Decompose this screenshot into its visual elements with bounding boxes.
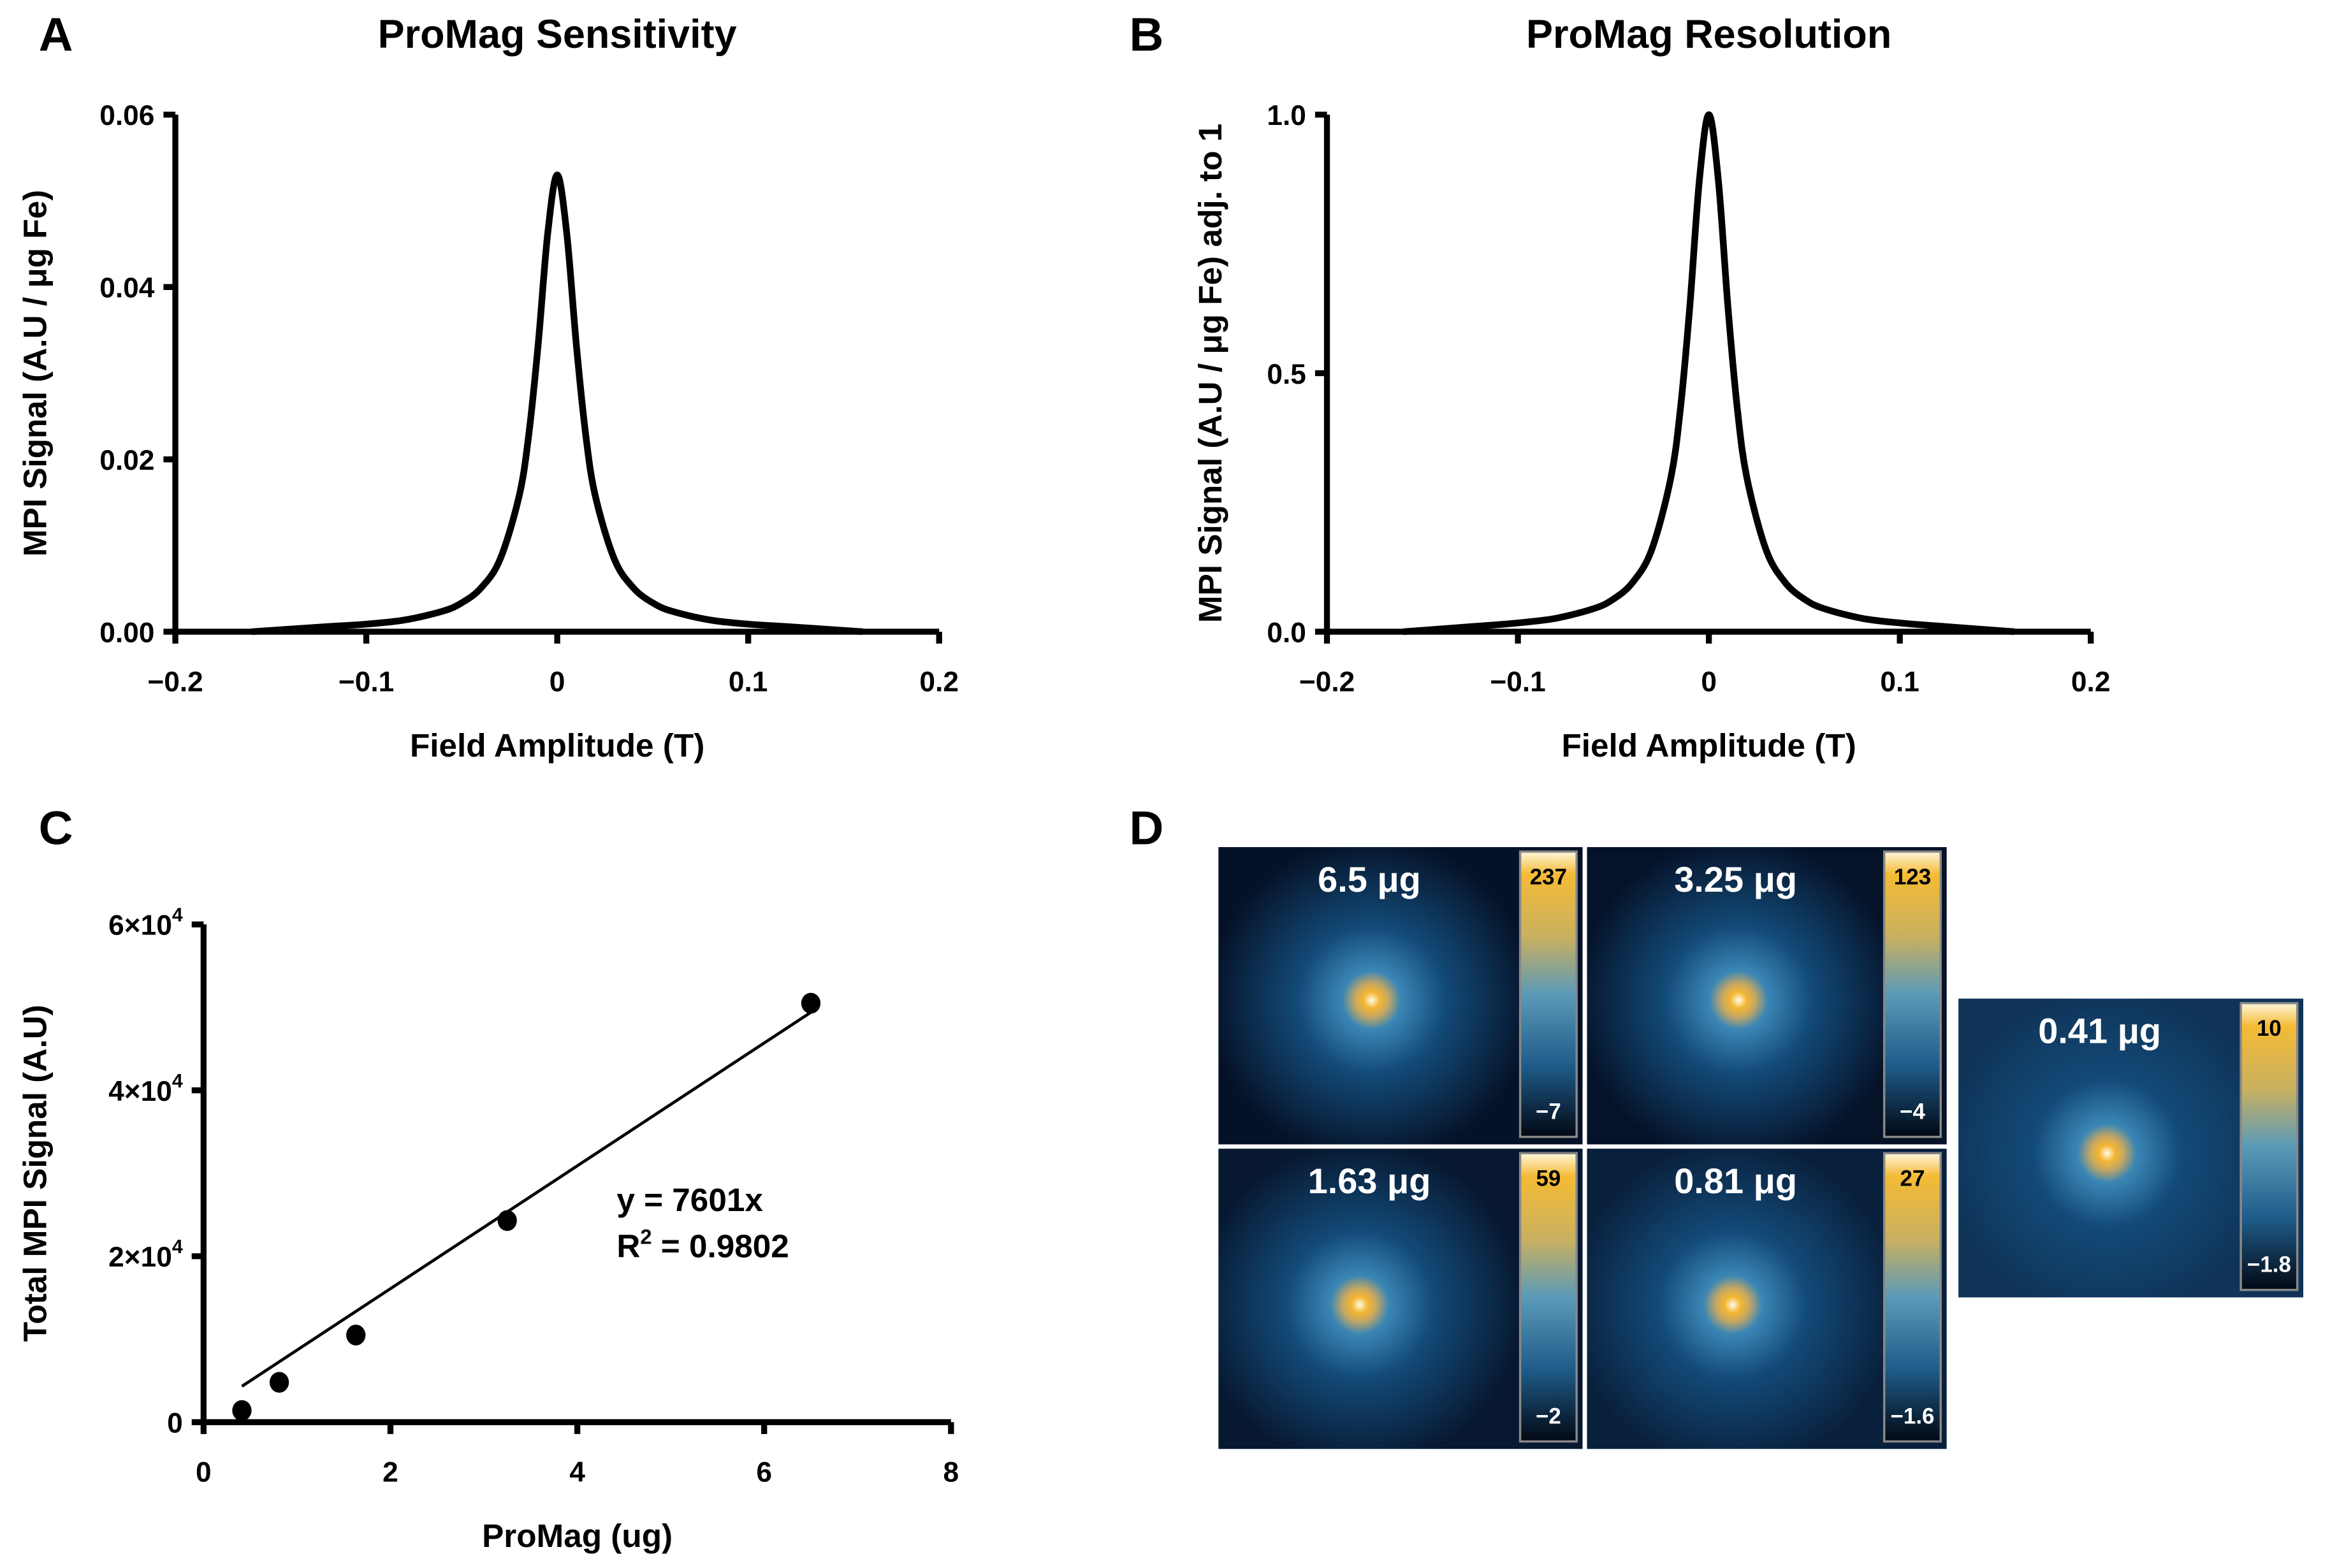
mpi-image-tile: 1.63 μg 59 −2 [1218, 1149, 1583, 1449]
x-tick-label: 8 [943, 1456, 959, 1488]
colorbar-min: −7 [1536, 1100, 1561, 1124]
data-point [801, 992, 821, 1014]
panel-label-c: C [39, 801, 73, 854]
data-curve [251, 171, 863, 635]
colorbar-max: 27 [1900, 1166, 1925, 1191]
y-tick-label: 0.02 [99, 445, 154, 476]
y-tick-label: 0.00 [99, 617, 154, 648]
colorbar-max: 59 [1536, 1166, 1561, 1191]
data-point [346, 1325, 366, 1346]
y-tick-exponent: 4 [172, 1237, 183, 1258]
y-tick-label: 2×104 [108, 1237, 183, 1273]
x-tick-label: 0 [550, 666, 565, 697]
r-squared-sup: 2 [640, 1224, 652, 1248]
y-tick-mantissa: 6×10 [108, 910, 172, 941]
y-axis-label: Total MPI Signal (A.U) [17, 1005, 53, 1342]
y-axis-label: MPI Signal (A.U / μg Fe) [17, 190, 53, 556]
x-tick-label: −0.2 [1299, 666, 1355, 697]
x-tick-label: 0.1 [729, 666, 768, 697]
dose-label: 0.41 μg [2038, 1011, 2161, 1051]
x-tick-label: −0.1 [1490, 666, 1545, 697]
dose-label: 0.81 μg [1674, 1161, 1797, 1201]
y-axis-label: MPI Signal (A.U / μg Fe) adj. to 1 [1192, 124, 1228, 623]
y-tick-exponent: 4 [172, 905, 183, 926]
colorbar-max: 10 [2257, 1016, 2282, 1041]
y-tick-mantissa: 2×10 [108, 1242, 172, 1273]
x-tick-label: 6 [756, 1456, 772, 1488]
r-squared: R2 = 0.9802 [616, 1224, 789, 1264]
y-tick-label: 0 [167, 1407, 183, 1439]
chart-title: ProMag Sensitivity [378, 12, 737, 57]
colorbar-min: −1.8 [2247, 1252, 2291, 1277]
data-point [269, 1372, 289, 1393]
mpi-image-tile: 0.41 μg 10 −1.8 [1958, 998, 2304, 1298]
y-tick-mantissa: 0 [167, 1407, 183, 1439]
y-tick-label: 0.04 [99, 273, 155, 304]
y-tick-label: 4×104 [108, 1071, 183, 1107]
data-point [497, 1210, 517, 1231]
x-tick-label: −0.2 [147, 666, 203, 697]
panel-a-sensitivity-chart: ProMag Sensitivity −0.2 −0.1 0 0.1 0.2 0.00 0.0… [17, 12, 959, 764]
colorbar-min: −4 [1900, 1100, 1925, 1124]
y-tick-mantissa: 0.04 [99, 273, 155, 304]
panel-b-resolution-chart: ProMag Resolution −0.2 −0.1 0 0.1 0.2 0.0 0.5 1.… [1192, 12, 2110, 764]
colorbar-min: −1.6 [1890, 1404, 1934, 1428]
y-tick-label: 0.0 [1267, 617, 1306, 648]
r-squared-prefix: R [616, 1228, 640, 1264]
fit-equation: y = 7601x [616, 1182, 763, 1218]
mpi-image-tile: 6.5 μg 237 −7 [1218, 847, 1583, 1145]
axes [172, 114, 940, 635]
panel-label-b: B [1130, 8, 1164, 61]
mpi-image-tile: 0.81 μg 27 −1.6 [1587, 1149, 1947, 1449]
dose-label: 6.5 μg [1318, 859, 1421, 899]
panel-d-mpi-images: 6.5 μg 237 −7 3.25 μg 123 −4 1.63 μg 59 −2 0.81 μ… [1218, 847, 2304, 1449]
colorbar [1882, 1152, 1942, 1443]
mpi-image-tile: 3.25 μg 123 −4 [1587, 847, 1947, 1145]
y-tick-label: 6×104 [108, 905, 183, 941]
x-tick-label: 0.1 [1880, 666, 1919, 697]
data-curve [1403, 111, 2015, 635]
y-tick-mantissa: 0.06 [99, 100, 154, 131]
x-axis-label: Field Amplitude (T) [1561, 727, 1856, 764]
y-tick-mantissa: 0.5 [1267, 359, 1306, 390]
y-tick-mantissa: 0.02 [99, 445, 154, 476]
chart-title: ProMag Resolution [1526, 12, 1891, 57]
x-tick-label: 0 [1701, 666, 1717, 697]
x-tick-label: 2 [382, 1456, 398, 1488]
x-tick-label: 0.2 [2071, 666, 2111, 697]
panel-label-a: A [39, 8, 73, 61]
x-axis-label: Field Amplitude (T) [410, 727, 704, 764]
y-tick-mantissa: 0.0 [1267, 617, 1306, 648]
x-tick-label: −0.1 [339, 666, 394, 697]
x-axis-label: ProMag (ug) [482, 1518, 673, 1554]
axes [200, 924, 951, 1425]
colorbar [1518, 1152, 1578, 1443]
r-squared-value: = 0.9802 [652, 1228, 789, 1264]
x-tick-label: 0.2 [919, 666, 959, 697]
panel-label-d: D [1130, 801, 1164, 854]
colorbar [2239, 1002, 2299, 1291]
y-tick-mantissa: 0.00 [99, 617, 154, 648]
colorbar-min: −2 [1536, 1404, 1561, 1428]
colorbar [1882, 850, 1942, 1138]
y-tick-label: 0.5 [1267, 359, 1306, 390]
dose-label: 1.63 μg [1308, 1161, 1431, 1201]
y-tick-mantissa: 1.0 [1267, 100, 1306, 131]
dose-label: 3.25 μg [1674, 859, 1797, 899]
axes [1323, 114, 2091, 635]
colorbar-max: 237 [1530, 864, 1567, 889]
y-tick-exponent: 4 [172, 1071, 183, 1092]
x-tick-label: 4 [569, 1456, 585, 1488]
y-tick-label: 0.06 [99, 100, 154, 131]
y-tick-mantissa: 4×10 [108, 1076, 172, 1107]
y-tick-label: 1.0 [1267, 100, 1306, 131]
colorbar [1518, 850, 1578, 1138]
colorbar-max: 123 [1894, 864, 1931, 889]
x-tick-label: 0 [196, 1456, 212, 1488]
data-point [232, 1400, 252, 1421]
fit-line [241, 1011, 812, 1388]
